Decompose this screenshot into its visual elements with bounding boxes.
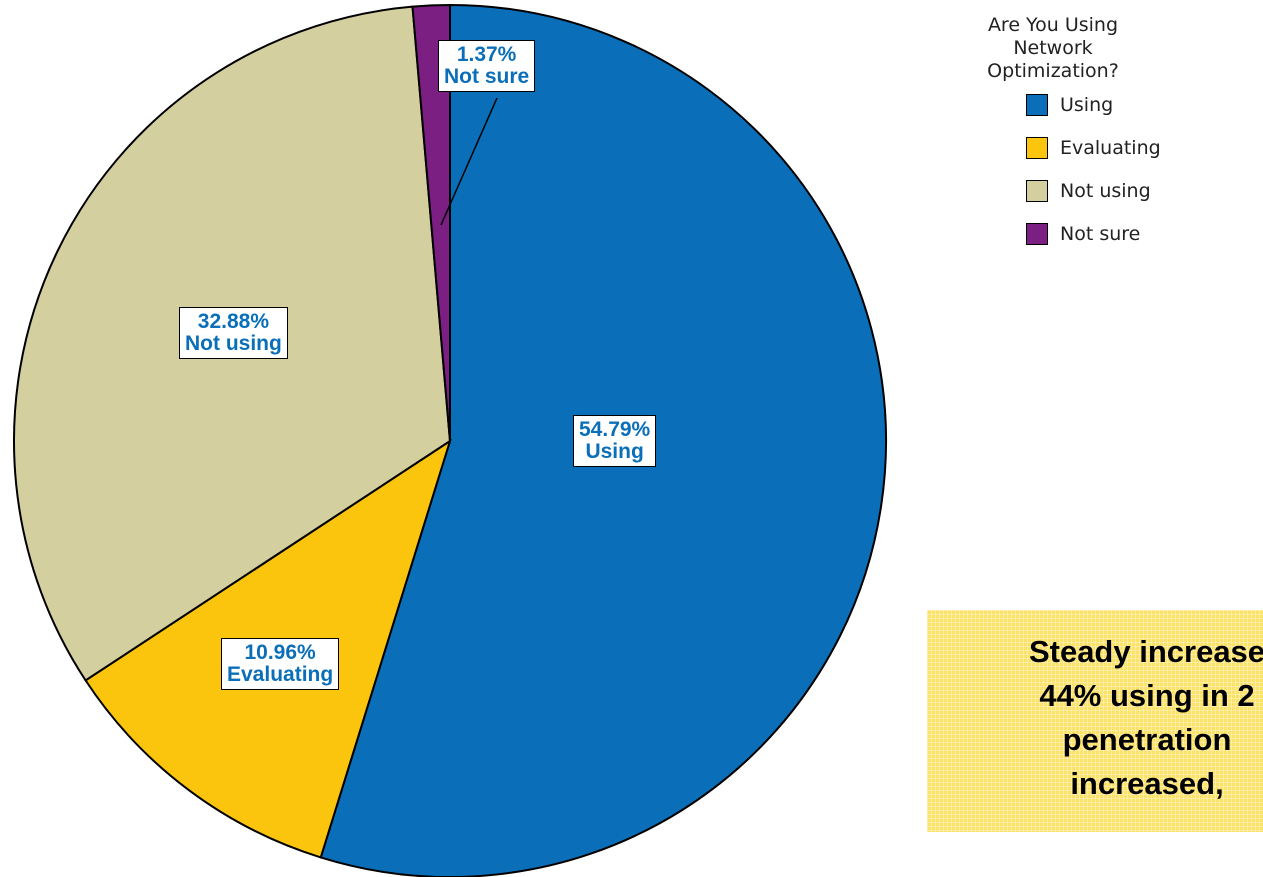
- slice-name-using: Using: [585, 440, 644, 463]
- callout-line-4: increased,: [1070, 766, 1224, 801]
- legend-label-not-using: Not using: [1060, 179, 1151, 202]
- legend-swatch-evaluating: [1026, 136, 1048, 159]
- callout-line-2: 44% using in 2: [1039, 678, 1255, 713]
- legend-item-not-sure: Not sure: [1026, 212, 1258, 255]
- chart-legend: Are You Using Network Optimization? Usin…: [958, 14, 1258, 255]
- slice-percent-using: 54.79%: [579, 418, 651, 441]
- slice-name-not-using: Not using: [185, 332, 282, 355]
- legend-item-using: Using: [1026, 83, 1258, 126]
- legend-item-evaluating: Evaluating: [1026, 126, 1258, 169]
- slice-label-using: 54.79% Using: [573, 415, 657, 467]
- slice-percent-not-sure: 1.37%: [456, 43, 517, 66]
- legend-swatch-not-using: [1026, 179, 1048, 202]
- callout-box: Steady increase 44% using in 2 penetrati…: [927, 610, 1263, 832]
- slice-label-evaluating: 10.96% Evaluating: [221, 638, 340, 690]
- pie-slice-not-sure: [411, 3, 451, 442]
- legend-label-using: Using: [1060, 93, 1114, 116]
- slice-label-not-using: 32.88% Not using: [179, 307, 288, 359]
- pie-chart: [13, 3, 887, 877]
- legend-label-evaluating: Evaluating: [1060, 136, 1161, 159]
- legend-swatch-using: [1026, 93, 1048, 116]
- slice-name-evaluating: Evaluating: [227, 663, 334, 686]
- legend-label-not-sure: Not sure: [1060, 222, 1141, 245]
- legend-swatch-not-sure: [1026, 222, 1048, 245]
- pie-slices: [13, 3, 887, 877]
- callout-text: Steady increase 44% using in 2 penetrati…: [927, 630, 1263, 806]
- slice-percent-evaluating: 10.96%: [244, 641, 316, 664]
- legend-item-not-using: Not using: [1026, 169, 1258, 212]
- slice-percent-not-using: 32.88%: [197, 310, 270, 333]
- callout-line-1: Steady increase: [1028, 634, 1263, 669]
- not-sure-leader-line: [440, 97, 498, 226]
- legend-title: Are You Using Network Optimization?: [987, 14, 1119, 82]
- slice-name-not-sure: Not sure: [444, 65, 530, 88]
- slice-label-not-sure: 1.37% Not sure: [438, 40, 536, 92]
- callout-line-3: penetration: [1062, 722, 1232, 757]
